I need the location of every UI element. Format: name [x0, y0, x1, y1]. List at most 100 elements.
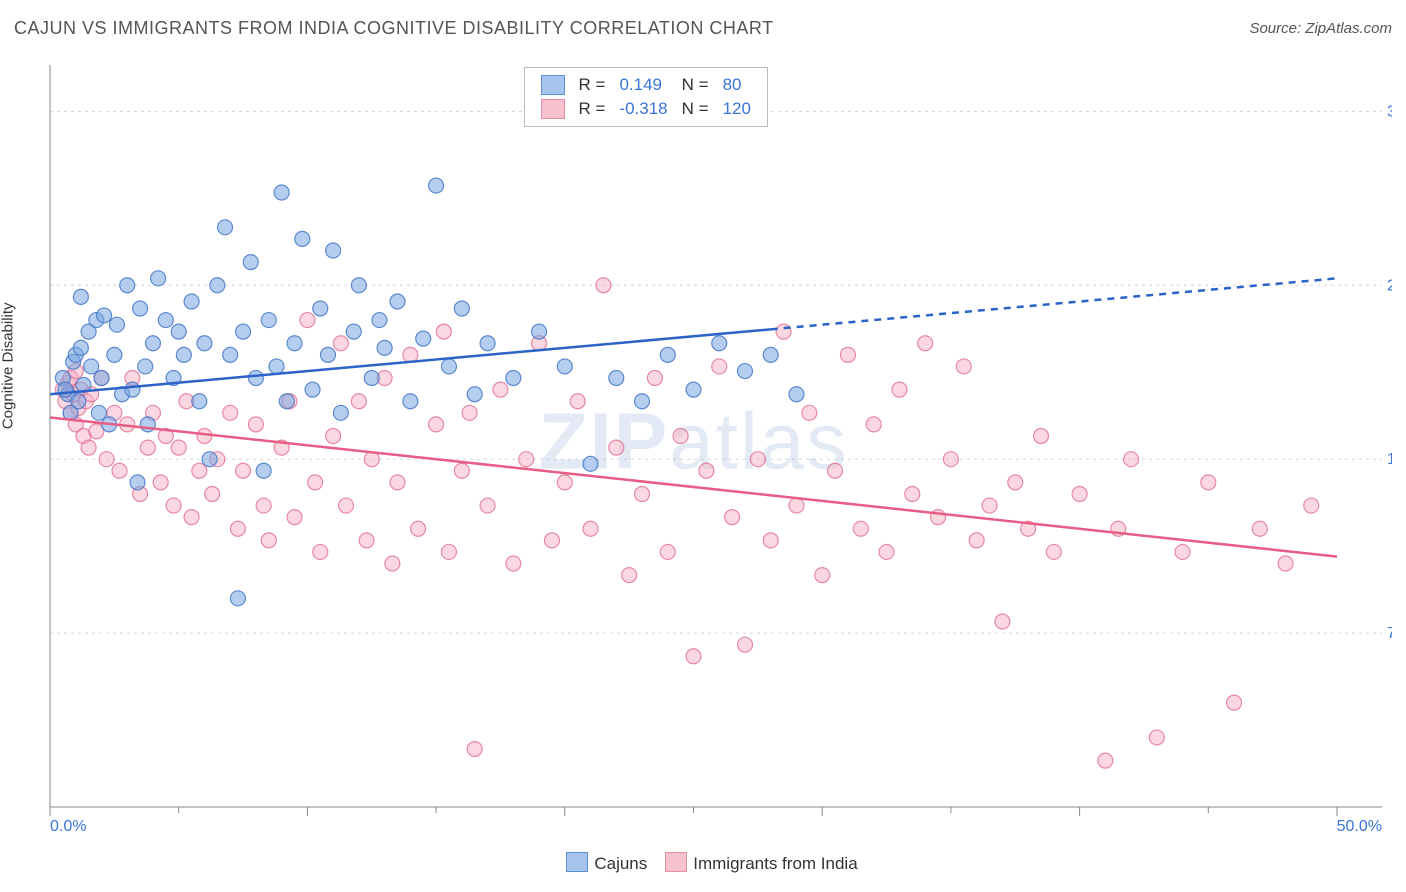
data-point — [416, 331, 431, 346]
data-point — [403, 394, 418, 409]
legend-label: Cajuns — [594, 854, 647, 873]
data-point — [107, 347, 122, 362]
data-point — [130, 475, 145, 490]
data-point — [737, 637, 752, 652]
data-point — [840, 347, 855, 362]
trend-line-ext — [771, 278, 1337, 329]
data-point — [1124, 452, 1139, 467]
data-point — [480, 498, 495, 513]
data-point — [660, 544, 675, 559]
data-point — [339, 498, 354, 513]
data-point — [853, 521, 868, 536]
data-point — [905, 486, 920, 501]
data-point — [1252, 521, 1267, 536]
legend-top-table: R =0.149N =80R =-0.318N =120 — [524, 67, 768, 127]
data-point — [176, 347, 191, 362]
legend-n-value: 120 — [717, 98, 757, 120]
data-point — [326, 429, 341, 444]
y-tick-label: 15.0% — [1387, 451, 1392, 468]
data-point — [364, 371, 379, 386]
data-point — [346, 324, 361, 339]
data-point — [635, 394, 650, 409]
legend-n-label: N = — [676, 74, 715, 96]
data-point — [802, 405, 817, 420]
data-point — [99, 452, 114, 467]
data-point — [97, 308, 112, 323]
x-tick-label: 50.0% — [1337, 818, 1382, 835]
legend-r-label: R = — [573, 74, 612, 96]
data-point — [411, 521, 426, 536]
data-point — [609, 440, 624, 455]
data-point — [467, 742, 482, 757]
data-point — [673, 429, 688, 444]
data-point — [737, 364, 752, 379]
data-point — [153, 475, 168, 490]
data-point — [390, 294, 405, 309]
data-point — [71, 394, 86, 409]
data-point — [532, 324, 547, 339]
data-point — [112, 463, 127, 478]
data-point — [441, 359, 456, 374]
legend-swatch — [541, 99, 565, 119]
data-point — [506, 556, 521, 571]
data-point — [210, 278, 225, 293]
data-point — [609, 371, 624, 386]
data-point — [125, 382, 140, 397]
data-point — [158, 313, 173, 328]
data-point — [570, 394, 585, 409]
data-point — [879, 544, 894, 559]
data-point — [635, 486, 650, 501]
data-point — [557, 359, 572, 374]
legend-swatch — [541, 75, 565, 95]
data-point — [982, 498, 997, 513]
data-point — [1033, 429, 1048, 444]
data-point — [256, 498, 271, 513]
data-point — [969, 533, 984, 548]
data-point — [660, 347, 675, 362]
data-point — [248, 371, 263, 386]
data-point — [295, 231, 310, 246]
data-point — [390, 475, 405, 490]
legend-r-value: 0.149 — [613, 74, 673, 96]
source-label: Source: ZipAtlas.com — [1249, 20, 1392, 37]
data-point — [943, 452, 958, 467]
data-point — [145, 336, 160, 351]
data-point — [454, 301, 469, 316]
data-point — [166, 498, 181, 513]
data-point — [58, 382, 73, 397]
data-point — [287, 336, 302, 351]
y-tick-label: 30.0% — [1387, 103, 1392, 120]
data-point — [120, 278, 135, 293]
data-point — [995, 614, 1010, 629]
data-point — [1278, 556, 1293, 571]
data-point — [133, 301, 148, 316]
data-point — [686, 649, 701, 664]
legend-bottom: Cajuns Immigrants from India — [0, 852, 1406, 874]
data-point — [138, 359, 153, 374]
legend-label: Immigrants from India — [693, 854, 857, 873]
data-point — [359, 533, 374, 548]
data-point — [462, 405, 477, 420]
data-point — [192, 463, 207, 478]
data-point — [274, 185, 289, 200]
legend-swatch — [566, 852, 588, 872]
data-point — [313, 301, 328, 316]
data-point — [918, 336, 933, 351]
data-point — [91, 405, 106, 420]
data-point — [956, 359, 971, 374]
data-point — [436, 324, 451, 339]
data-point — [184, 294, 199, 309]
data-point — [197, 429, 212, 444]
data-point — [725, 510, 740, 525]
data-point — [583, 456, 598, 471]
data-point — [815, 568, 830, 583]
chart-area: 7.5%15.0%22.5%30.0%ZIPatlas0.0%50.0%R =0… — [42, 55, 1392, 835]
data-point — [243, 255, 258, 270]
data-point — [351, 278, 366, 293]
data-point — [197, 336, 212, 351]
data-point — [1227, 695, 1242, 710]
data-point — [763, 347, 778, 362]
data-point — [372, 313, 387, 328]
data-point — [686, 382, 701, 397]
data-point — [109, 317, 124, 332]
